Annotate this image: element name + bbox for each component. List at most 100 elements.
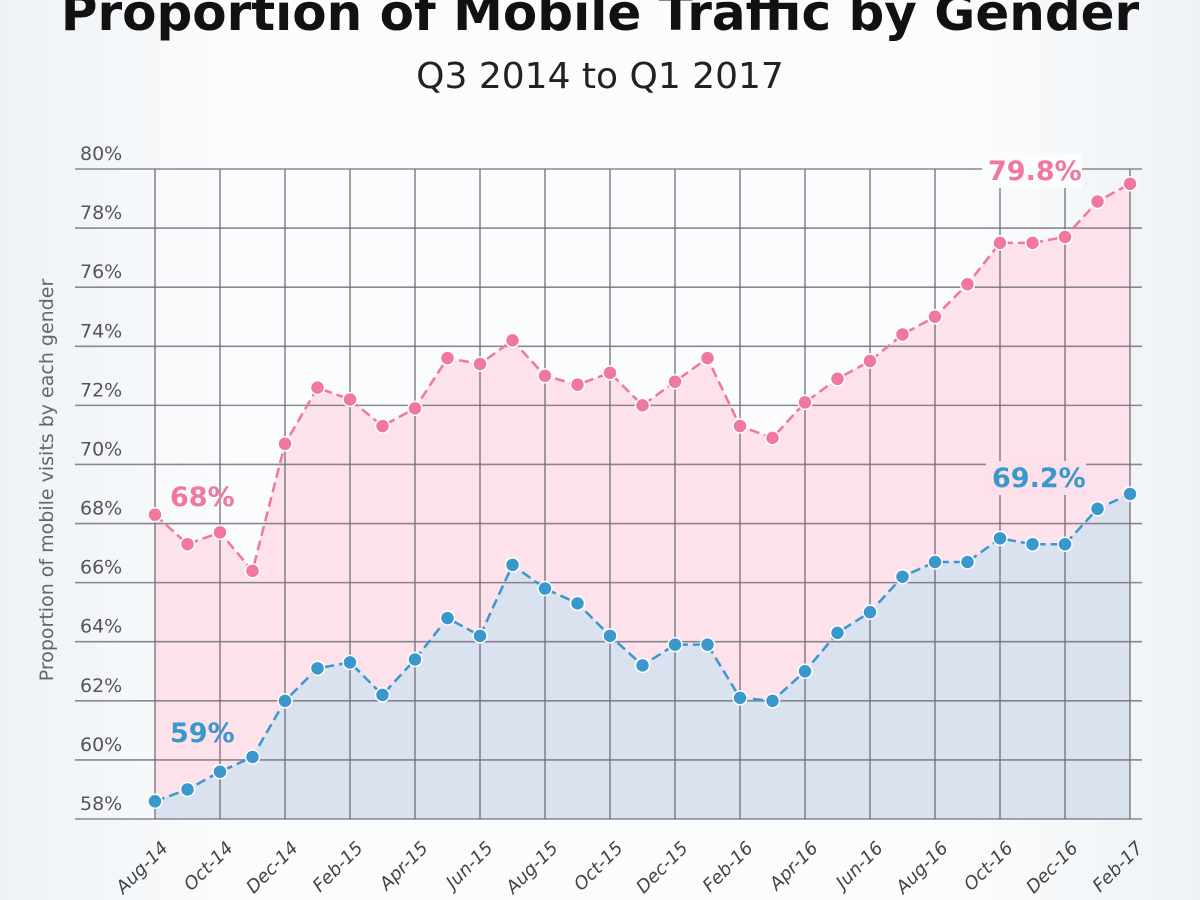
point-male [472, 628, 488, 644]
point-female [1122, 176, 1138, 192]
point-female [309, 379, 326, 396]
point-male [244, 749, 261, 765]
point-female [764, 430, 781, 446]
point-female [244, 563, 261, 579]
point-female [699, 350, 716, 366]
point-female [959, 276, 976, 292]
point-female [179, 536, 196, 552]
y-tick-label: 72% [80, 379, 122, 401]
y-tick-label: 64% [80, 616, 122, 638]
point-female [374, 418, 391, 434]
point-male [147, 793, 163, 810]
point-male [829, 625, 846, 641]
point-male [732, 690, 748, 706]
point-male [179, 781, 196, 798]
point-male [439, 610, 456, 626]
area-male [155, 494, 1130, 819]
point-male [277, 693, 293, 709]
point-male [342, 654, 358, 671]
point-female [1089, 193, 1106, 210]
point-male [667, 636, 683, 653]
x-tick-label: Aug-15 [501, 838, 562, 899]
point-male [212, 763, 228, 780]
point-female [1057, 229, 1073, 245]
y-tick-label: 58% [80, 793, 122, 815]
point-female [894, 326, 911, 343]
point-male [1089, 501, 1106, 517]
point-male [699, 636, 716, 653]
point-male [634, 657, 651, 674]
point-male [992, 530, 1008, 547]
y-axis-label: Proportion of mobile visits by each gend… [36, 279, 58, 682]
x-tick-label: Jun-15 [440, 838, 498, 896]
y-tick-label: 60% [80, 734, 122, 756]
point-female [212, 524, 228, 541]
y-tick-label: 68% [80, 498, 122, 520]
point-female [732, 418, 748, 434]
point-female [147, 506, 163, 523]
point-female [667, 373, 683, 390]
point-male [1057, 536, 1073, 552]
point-female [537, 368, 553, 384]
point-male [537, 580, 553, 597]
y-tick-label: 70% [80, 438, 122, 460]
y-tick-label: 78% [80, 202, 122, 224]
point-male [1024, 536, 1041, 552]
x-tick-label: Dec-15 [632, 838, 692, 898]
point-male [569, 595, 586, 612]
point-male [1122, 486, 1138, 502]
x-tick-label: Apr-16 [765, 838, 823, 896]
x-tick-label: Dec-16 [1022, 838, 1082, 898]
x-tick-label: Feb-16 [699, 838, 758, 897]
x-tick-label: Feb-17 [1089, 837, 1148, 896]
point-female [927, 308, 943, 325]
point-female [634, 397, 651, 414]
point-male [764, 693, 781, 709]
y-tick-label: 66% [80, 557, 122, 579]
data-annotation: 79.8% [988, 156, 1082, 187]
chart-subtitle: Q3 2014 to Q1 2017 [416, 56, 784, 97]
x-tick-label: Feb-15 [309, 838, 368, 897]
y-tick-label: 76% [80, 261, 122, 283]
y-tick-label: 62% [80, 675, 122, 697]
point-female [992, 235, 1008, 251]
point-female [277, 436, 293, 452]
point-female [1024, 235, 1041, 251]
data-annotation: 69.2% [992, 463, 1086, 494]
x-tick-label: Dec-14 [242, 838, 302, 898]
point-male [504, 557, 521, 573]
y-tick-label: 74% [80, 320, 122, 342]
x-tick-label: Oct-14 [180, 838, 238, 896]
x-tick-label: Oct-15 [570, 838, 628, 896]
data-annotation: 59% [170, 718, 235, 749]
chart-title: Proportion of Mobile Traffic by Gender [61, 0, 1140, 42]
data-annotation: 68% [170, 482, 235, 513]
point-male [374, 687, 391, 703]
point-male [797, 663, 813, 680]
point-female [439, 350, 456, 366]
point-female [342, 391, 358, 408]
point-male [959, 554, 976, 570]
x-tick-label: Oct-16 [960, 838, 1018, 896]
point-female [569, 376, 586, 393]
point-male [927, 554, 943, 570]
point-male [862, 604, 878, 620]
x-tick-label: Apr-15 [375, 838, 433, 896]
y-tick-label: 80% [80, 143, 122, 165]
x-tick-label: Aug-16 [891, 838, 952, 899]
point-male [309, 660, 326, 677]
point-female [407, 400, 423, 417]
x-tick-label: Jun-16 [830, 838, 888, 896]
annotation-background [982, 154, 1082, 188]
point-female [829, 371, 846, 387]
point-female [504, 332, 521, 349]
point-female [862, 353, 878, 369]
point-female [797, 394, 813, 411]
point-female [472, 356, 488, 372]
point-female [602, 365, 618, 381]
point-male [407, 651, 423, 668]
annotation-background [986, 461, 1086, 495]
x-tick-label: Aug-14 [111, 838, 172, 899]
point-male [602, 628, 618, 644]
